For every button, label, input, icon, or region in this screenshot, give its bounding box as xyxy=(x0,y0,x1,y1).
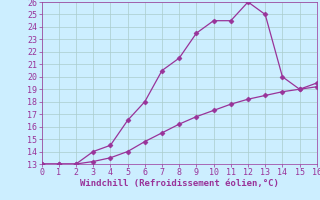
X-axis label: Windchill (Refroidissement éolien,°C): Windchill (Refroidissement éolien,°C) xyxy=(80,179,279,188)
